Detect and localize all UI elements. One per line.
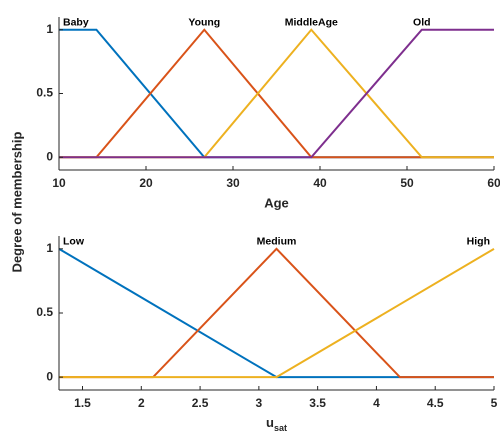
x-tick-label: 4.5 <box>427 396 444 410</box>
membership-line <box>59 28 494 159</box>
membership-line <box>59 247 495 379</box>
y-axis-label: Degree of membership <box>9 132 24 273</box>
mf-label: Low <box>63 236 85 248</box>
mf-label: Medium <box>257 236 297 248</box>
x-tick-label: 1.5 <box>74 396 91 410</box>
x-axis-label: Age <box>264 195 289 210</box>
x-tick-label: 2 <box>138 396 145 410</box>
y-tick-label: 0 <box>46 369 53 383</box>
membership-line <box>59 28 494 159</box>
x-tick-label: 3.5 <box>309 396 326 410</box>
membership-line <box>59 28 494 159</box>
x-tick-label: 5 <box>491 396 498 410</box>
x-tick-label: 60 <box>487 176 500 190</box>
mf-label: Old <box>413 17 431 29</box>
x-tick-label: 3 <box>256 396 263 410</box>
y-tick-label: 1 <box>46 22 53 36</box>
x-tick-label: 20 <box>139 176 153 190</box>
mf-label: MiddleAge <box>285 17 338 29</box>
x-tick-label: 4 <box>373 396 380 410</box>
mf-label: Young <box>188 17 220 29</box>
y-tick-label: 1 <box>46 241 53 255</box>
mf-label: High <box>467 236 490 248</box>
y-tick-label: 0 <box>46 149 53 163</box>
x-axis-label-sub: sat <box>274 423 287 432</box>
x-tick-label: 2.5 <box>192 396 209 410</box>
membership-line <box>59 28 494 159</box>
membership-line <box>58 247 494 379</box>
x-tick-label: 30 <box>226 176 240 190</box>
mf-label: Baby <box>63 17 89 29</box>
x-tick-label: 40 <box>313 176 327 190</box>
x-axis-label-main: u <box>266 415 274 430</box>
y-tick-label: 0.5 <box>36 305 53 319</box>
x-tick-label: 50 <box>400 176 414 190</box>
x-tick-label: 10 <box>52 176 66 190</box>
x-axis-label: usat <box>266 415 287 432</box>
y-tick-label: 0.5 <box>36 86 53 100</box>
membership-line <box>59 247 494 379</box>
